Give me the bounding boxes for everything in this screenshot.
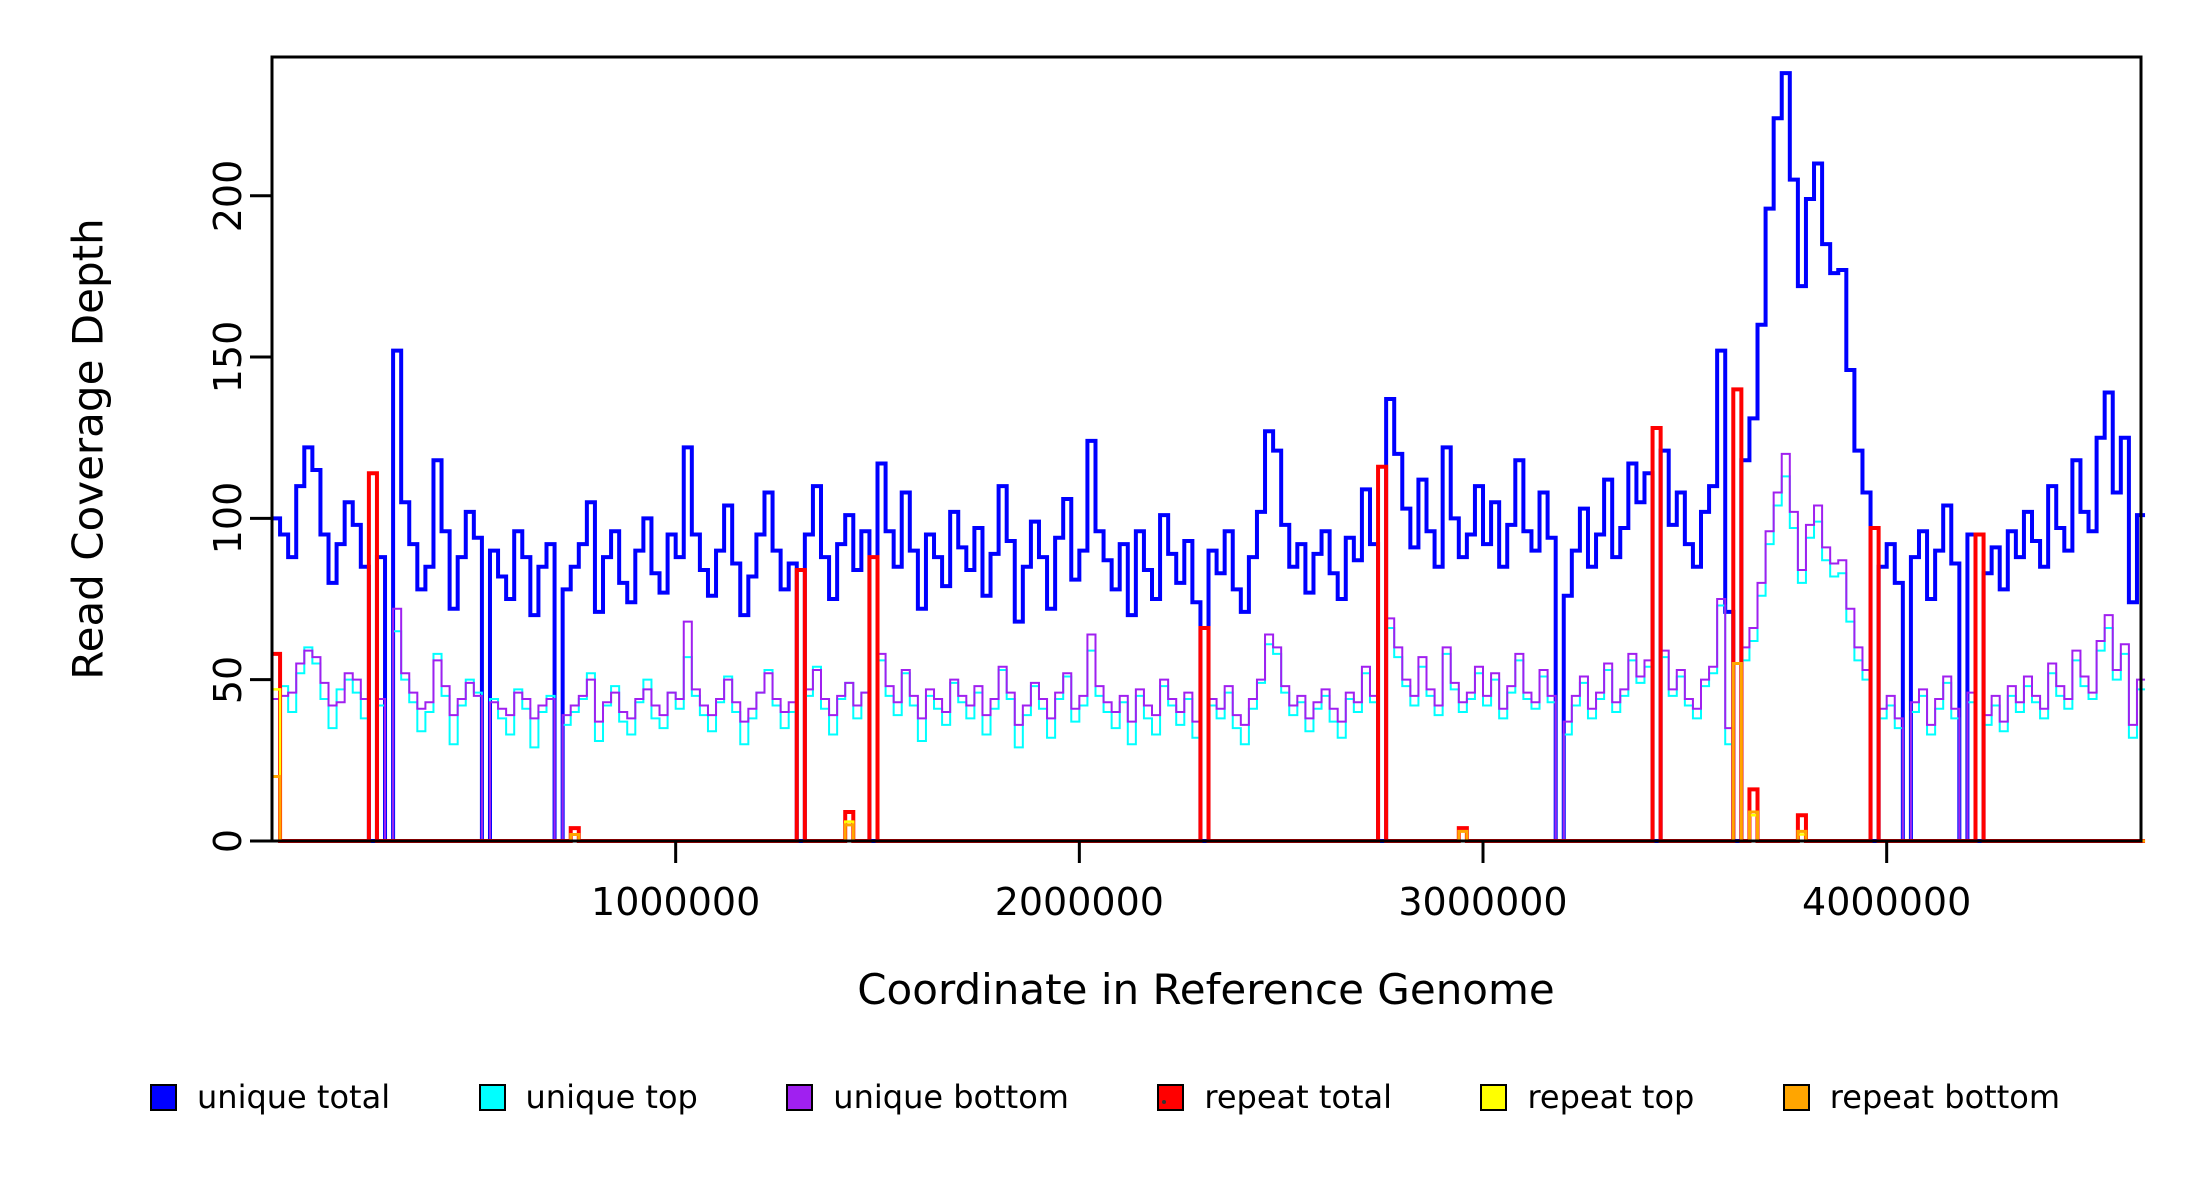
legend-item-repeat-top: repeat top (1480, 1078, 1694, 1116)
legend: unique total unique top unique bottom repea… (150, 1078, 2060, 1116)
legend-label: repeat bottom (1829, 1078, 2060, 1116)
legend-item-unique-top: unique top (478, 1078, 698, 1116)
legend-swatch-repeat-total (1157, 1083, 1185, 1111)
x-axis-label: Coordinate in Reference Genome (857, 965, 1555, 1014)
y-tick-label: 0 (206, 828, 250, 854)
legend-swatch-unique-top (478, 1083, 506, 1111)
stray-dot (1162, 1100, 1166, 1104)
legend-item-unique-bottom: unique bottom (786, 1078, 1069, 1116)
legend-item-repeat-total: repeat total (1157, 1078, 1392, 1116)
x-tick-label: 2000000 (994, 880, 1164, 924)
legend-label: unique top (525, 1078, 698, 1116)
legend-swatch-unique-total (150, 1083, 177, 1111)
y-tick-label: 200 (206, 159, 250, 232)
legend-label: repeat total (1204, 1078, 1393, 1116)
legend-label: unique total (197, 1078, 391, 1116)
legend-item-unique-total: unique total (150, 1078, 390, 1116)
y-axis-label: Read Coverage Depth (63, 218, 113, 680)
legend-swatch-repeat-top (1480, 1083, 1508, 1111)
y-tick-label: 100 (206, 482, 250, 555)
y-tick-label: 150 (206, 320, 250, 394)
legend-swatch-unique-bottom (786, 1083, 814, 1111)
x-tick-label: 3000000 (1398, 880, 1568, 924)
x-tick-label: 4000000 (1802, 880, 1972, 924)
axes-layer (250, 55, 2143, 863)
legend-item-repeat-bottom: repeat bottom (1782, 1078, 2060, 1116)
legend-label: repeat top (1527, 1078, 1695, 1116)
x-tick-label: 1000000 (591, 880, 761, 924)
plot-frame (270, 55, 2143, 843)
legend-label: unique bottom (833, 1078, 1069, 1116)
series-layer (272, 71, 2146, 843)
y-tick-label: 50 (206, 655, 250, 704)
legend-swatch-repeat-bottom (1782, 1083, 1810, 1111)
